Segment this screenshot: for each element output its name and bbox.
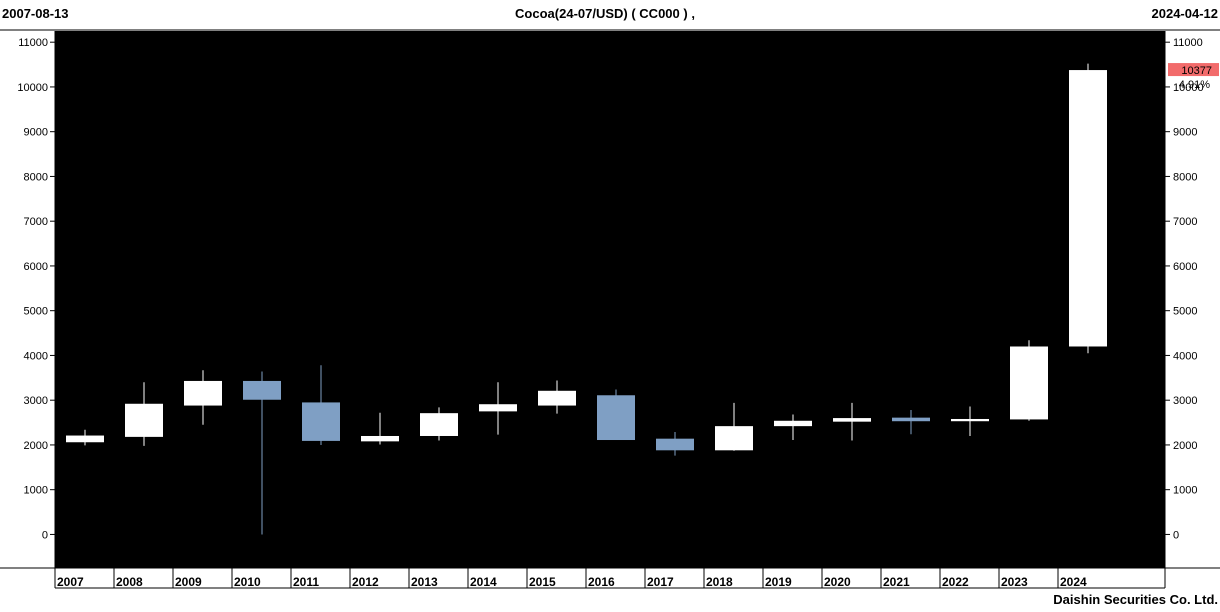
x-tick-label: 2010 [234, 575, 261, 589]
y-tick-label-right: 4000 [1173, 350, 1197, 362]
candle-body-2010[interactable] [243, 380, 281, 400]
candle-body-2020[interactable] [833, 418, 871, 422]
candle-body-2015[interactable] [538, 390, 576, 406]
x-tick-label: 2021 [883, 575, 910, 589]
candle-body-2012[interactable] [361, 435, 399, 442]
x-tick-label: 2013 [411, 575, 438, 589]
x-tick-label: 2008 [116, 575, 143, 589]
y-tick-label-right: 9000 [1173, 127, 1197, 139]
y-axis-right: 0 1000 2000 3000 4000 5000 6000 7000 8000 9000 100… [1164, 31, 1204, 568]
candle-body-2021[interactable] [892, 417, 930, 422]
y-tick-label-left: 0 [42, 529, 48, 541]
x-tick-label: 2016 [588, 575, 615, 589]
candle-body-2011[interactable] [302, 402, 340, 441]
y-tick-label-right: 2000 [1173, 440, 1197, 452]
y-tick-label-left: 6000 [24, 261, 48, 273]
plot-area [55, 31, 1165, 568]
y-tick-label-left: 8000 [24, 171, 48, 183]
y-tick-label-right: 6000 [1173, 261, 1197, 273]
x-tick-label: 2014 [470, 575, 497, 589]
x-tick-label: 2012 [352, 575, 379, 589]
x-tick-label: 2017 [647, 575, 674, 589]
y-tick-label-right: 3000 [1173, 395, 1197, 407]
y-tick-label-left: 7000 [24, 216, 48, 228]
candle-body-2008[interactable] [125, 403, 163, 437]
x-tick-label: 2015 [529, 575, 556, 589]
y-tick-label-right: 10000 [1173, 82, 1204, 94]
y-tick-label-left: 3000 [24, 395, 48, 407]
x-tick-label: 2020 [824, 575, 851, 589]
last-price-value: 10377 [1181, 65, 1212, 77]
candle-body-2022[interactable] [951, 418, 989, 422]
x-tick-label: 2009 [175, 575, 202, 589]
end-date-label: 2024-04-12 [1151, 6, 1219, 21]
x-tick-label: 2022 [942, 575, 969, 589]
last-price-marker: 10377 4.91% [1168, 63, 1219, 91]
candle-body-2024[interactable] [1069, 70, 1107, 347]
candle-body-2009[interactable] [184, 380, 222, 406]
candle-body-2019[interactable] [774, 420, 812, 427]
candle-body-2013[interactable] [420, 413, 458, 436]
x-tick-label: 2018 [706, 575, 733, 589]
last-price-change: 4.91% [1179, 79, 1210, 91]
y-tick-label-right: 5000 [1173, 306, 1197, 318]
x-tick-label: 2023 [1001, 575, 1028, 589]
y-tick-label-right: 7000 [1173, 216, 1197, 228]
y-tick-label-left: 10000 [17, 82, 48, 94]
y-tick-label-left: 5000 [24, 306, 48, 318]
y-tick-label-right: 8000 [1173, 171, 1197, 183]
y-tick-label-left: 1000 [24, 485, 48, 497]
last-price-badge [1168, 63, 1219, 77]
y-tick-label-right: 1000 [1173, 485, 1197, 497]
candle-body-2023[interactable] [1010, 346, 1048, 420]
candle-body-2017[interactable] [656, 438, 694, 451]
chart-title: Cocoa(24-07/USD) ( CC000 ) , [515, 6, 695, 21]
y-tick-label-left: 2000 [24, 440, 48, 452]
y-tick-label-left: 4000 [24, 350, 48, 362]
x-tick-label: 2019 [765, 575, 792, 589]
footer-company: Daishin Securities Co. Ltd. [1053, 592, 1218, 607]
candle-bodies [66, 70, 1107, 451]
y-tick-label-left: 11000 [18, 37, 48, 49]
x-tick-label: 2007 [57, 575, 84, 589]
x-tick-label: 2011 [293, 575, 319, 589]
y-tick-label-right: 11000 [1173, 37, 1203, 49]
candle-body-2018[interactable] [715, 426, 753, 451]
start-date-label: 2007-08-13 [2, 6, 69, 21]
x-axis: 2007 2008 2009 2010 2011 2012 2013 2014 2015 2016… [0, 567, 1220, 589]
x-tick-label: 2024 [1060, 575, 1087, 589]
candle-body-2014[interactable] [479, 404, 517, 412]
y-axis-left: 0 1000 2000 3000 4000 5000 6000 7000 8000 9000 100… [17, 31, 56, 568]
y-tick-label-left: 9000 [24, 127, 48, 139]
candle-body-2007[interactable] [66, 435, 104, 443]
y-tick-label-right: 0 [1173, 529, 1179, 541]
candle-body-2016[interactable] [597, 395, 635, 441]
